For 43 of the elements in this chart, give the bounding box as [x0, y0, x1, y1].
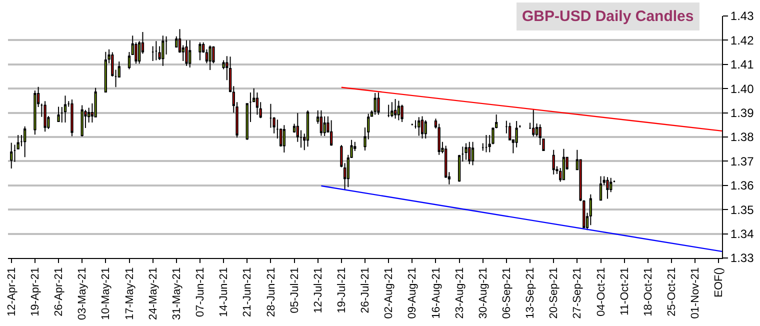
x-tick-label: 03-May-21	[76, 267, 89, 320]
x-tick-label: 05-Jul-21	[288, 267, 301, 314]
y-tick-label: 1.36	[730, 178, 754, 193]
y-tick-label: 1.42	[730, 33, 754, 48]
x-tick-label: 16-Aug-21	[430, 267, 442, 319]
x-tick-label: 31-May-21	[170, 267, 183, 320]
x-tick-label: 26-Apr-21	[53, 267, 66, 316]
y-tick-label: 1.43	[730, 9, 754, 24]
x-tick-label: 24-May-21	[147, 267, 160, 320]
x-tick-label: 21-Jun-21	[242, 267, 254, 317]
y-tick-label: 1.37	[730, 154, 754, 168]
x-tick-label: 13-Sep-21	[524, 267, 537, 319]
x-tick-label: 07-Jun-21	[194, 267, 207, 317]
y-tick-label: 1.39	[730, 106, 754, 120]
x-tick-label: 20-Sep-21	[548, 267, 560, 319]
y-tick-label: 1.38	[730, 130, 754, 144]
x-tick-label: 19-Apr-21	[30, 267, 42, 316]
y-tick-label: 1.40	[730, 82, 754, 96]
x-tick-label: EOF()	[713, 267, 726, 298]
x-tick-label: 27-Sep-21	[572, 267, 584, 319]
x-tick-label: 12-Apr-21	[6, 267, 18, 316]
x-tick-label: 12-Jul-21	[312, 267, 324, 314]
x-tick-label: 11-Oct-21	[618, 267, 631, 316]
x-tick-label: 04-Oct-21	[595, 267, 608, 316]
y-tick-label: 1.34	[730, 227, 754, 241]
x-tick-label: 01-Nov-21	[690, 267, 702, 319]
x-tick-label: 30-Aug-21	[477, 267, 490, 319]
x-tick-label: 25-Oct-21	[666, 267, 678, 316]
x-tick-label: 19-Jul-21	[336, 267, 348, 314]
x-tick-label: 09-Aug-21	[406, 267, 419, 319]
x-tick-label: 10-May-21	[100, 267, 112, 320]
x-tick-label: 28-Jun-21	[265, 267, 278, 317]
y-tick-label: 1.35	[730, 202, 754, 217]
x-tick-label: 23-Aug-21	[454, 267, 466, 319]
x-tick-label: 06-Sep-21	[501, 267, 514, 319]
y-tick-label: 1.41	[730, 58, 754, 72]
x-tick-label: 18-Oct-21	[642, 267, 654, 316]
chart-title: GBP-USD Daily Candles	[522, 8, 694, 25]
x-tick-label: 26-Jul-21	[360, 267, 372, 314]
x-tick-label: 14-Jun-21	[218, 267, 230, 317]
y-tick-label: 1.33	[730, 251, 754, 266]
x-tick-label: 17-May-21	[124, 267, 136, 320]
x-tick-label: 02-Aug-21	[383, 267, 396, 319]
